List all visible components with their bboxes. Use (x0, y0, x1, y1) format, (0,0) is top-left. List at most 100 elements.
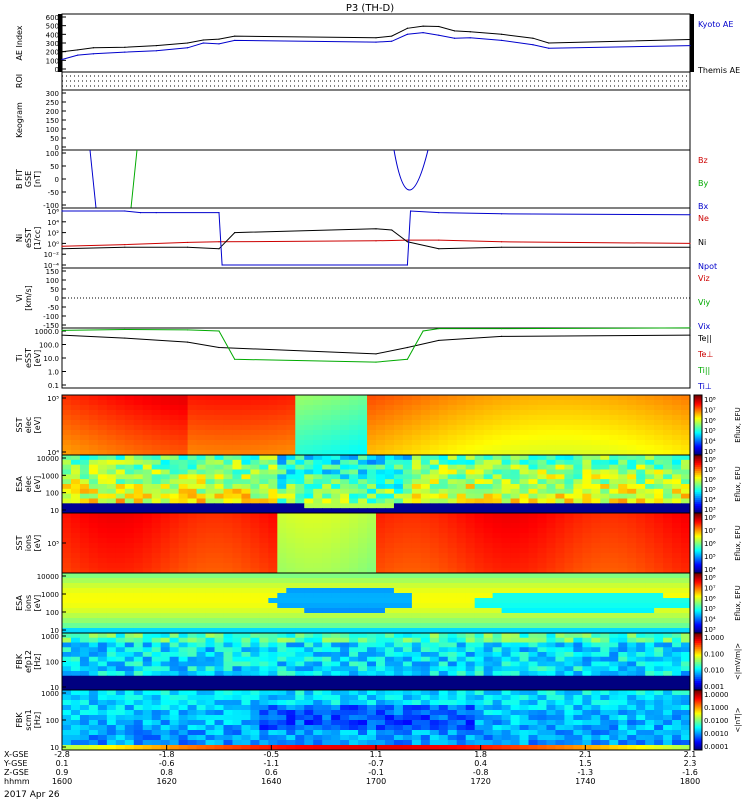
spectrogram-cell (618, 474, 628, 480)
spectrogram-cell (510, 690, 521, 696)
y-axis-label: AE Index (15, 25, 24, 60)
spectrogram-cell (358, 613, 368, 619)
spectrogram-cell (645, 553, 655, 559)
spectrogram-cell (88, 425, 99, 431)
spectrogram-cell (133, 464, 144, 470)
spectrogram-cell (438, 543, 449, 549)
spectrogram-cell (178, 435, 189, 441)
spectrogram-cell (250, 608, 260, 614)
spectrogram-cell (573, 623, 583, 629)
spectrogram-cell (402, 400, 413, 406)
spectrogram-cell (367, 533, 377, 539)
spectrogram-cell (133, 675, 144, 681)
spectrogram-cell (663, 613, 673, 619)
spectrogram-cell (618, 488, 628, 495)
spectrogram-cell (88, 553, 99, 559)
spectrogram-cell (295, 618, 305, 624)
spectrogram-cell (187, 656, 198, 662)
spectrogram-cell (304, 498, 314, 504)
spectrogram-cell (277, 656, 287, 662)
spectrogram-cell (519, 573, 530, 579)
spectrogram-cell (313, 700, 323, 706)
spectrogram-cell (106, 588, 117, 594)
spectrogram-cell (573, 613, 583, 619)
spectrogram-cell (447, 578, 458, 584)
spectrogram-cell (564, 618, 574, 624)
spectrogram-cell (79, 479, 90, 485)
spectrogram-cell (645, 548, 655, 554)
spectrogram-cell (340, 563, 350, 569)
spectrogram-cell (411, 543, 422, 549)
spectrogram-cell (492, 553, 503, 559)
spectrogram-cell (393, 715, 404, 721)
spectrogram-cell (393, 710, 404, 716)
spectrogram-cell (573, 425, 583, 431)
spectrogram-cell (645, 484, 655, 490)
spectrogram-cell (609, 498, 619, 504)
spectrogram-cell (564, 508, 574, 514)
spectrogram-cell (438, 671, 449, 677)
spectrogram-cell (555, 528, 565, 534)
spectrogram-cell (205, 553, 216, 559)
spectrogram-cell (62, 588, 72, 594)
spectrogram-cell (295, 558, 305, 564)
spectrogram-cell (79, 685, 90, 691)
spectrogram-cell (62, 420, 72, 426)
spectrogram-cell (70, 700, 81, 706)
spectrogram-cell (393, 661, 404, 667)
spectrogram-cell (142, 498, 153, 504)
spectrogram-cell (429, 705, 440, 711)
spectrogram-cell (214, 459, 224, 466)
spectrogram-cell (367, 623, 377, 629)
spectrogram-cell (393, 400, 404, 406)
spectrogram-cell (555, 538, 565, 544)
spectrogram-cell (465, 666, 476, 672)
spectrogram-cell (376, 464, 386, 470)
spectrogram-cell (151, 628, 162, 634)
spectrogram-cell (564, 533, 574, 539)
spectrogram-cell (474, 710, 485, 716)
spectrogram-cell (196, 498, 207, 504)
spectrogram-cell (133, 598, 144, 604)
spectrogram-cell (304, 543, 314, 549)
spectrogram-cell (501, 503, 512, 509)
spectrogram-cell (384, 415, 395, 421)
y-tick-label: 1000 (41, 591, 59, 599)
spectrogram-cell (384, 705, 395, 711)
spectrogram-cell (169, 498, 180, 504)
spectrogram-cell (124, 613, 135, 619)
spectrogram-cell (501, 647, 512, 653)
spectrogram-cell (654, 410, 664, 416)
spectrogram-cell (483, 410, 494, 416)
spectrogram-cell (474, 593, 485, 599)
spectrogram-cell (124, 508, 135, 514)
spectrogram-cell (447, 440, 458, 446)
spectrogram-cell (627, 700, 637, 706)
spectrogram-cell (681, 588, 691, 594)
spectrogram-cell (169, 685, 180, 691)
spectrogram-cell (582, 464, 592, 470)
spectrogram-cell (546, 425, 556, 431)
spectrogram-cell (474, 523, 485, 529)
spectrogram-cell (142, 675, 153, 681)
spectrogram-cell (295, 623, 305, 629)
spectrogram-cell (609, 469, 619, 475)
spectrogram-cell (367, 425, 377, 431)
spectrogram-cell (277, 558, 287, 564)
spectrogram-cell (528, 469, 538, 475)
spectrogram-cell (367, 445, 377, 451)
spectrogram-cell (681, 503, 691, 509)
spectrogram-cell (456, 623, 467, 629)
spectrogram-cell (618, 518, 628, 524)
spectrogram-cell (564, 705, 574, 711)
spectrogram-cell (537, 440, 547, 446)
spectrogram-cell (133, 700, 144, 706)
spectrogram-cell (447, 523, 458, 529)
spectrogram-cell (564, 548, 574, 554)
spectrogram-cell (205, 661, 216, 667)
spectrogram-cell (483, 450, 494, 456)
y-axis-label-line: Keogram (15, 102, 24, 138)
spectrogram-cell (106, 548, 117, 554)
spectrogram-cell (456, 628, 467, 634)
spectrogram-cell (115, 479, 126, 485)
